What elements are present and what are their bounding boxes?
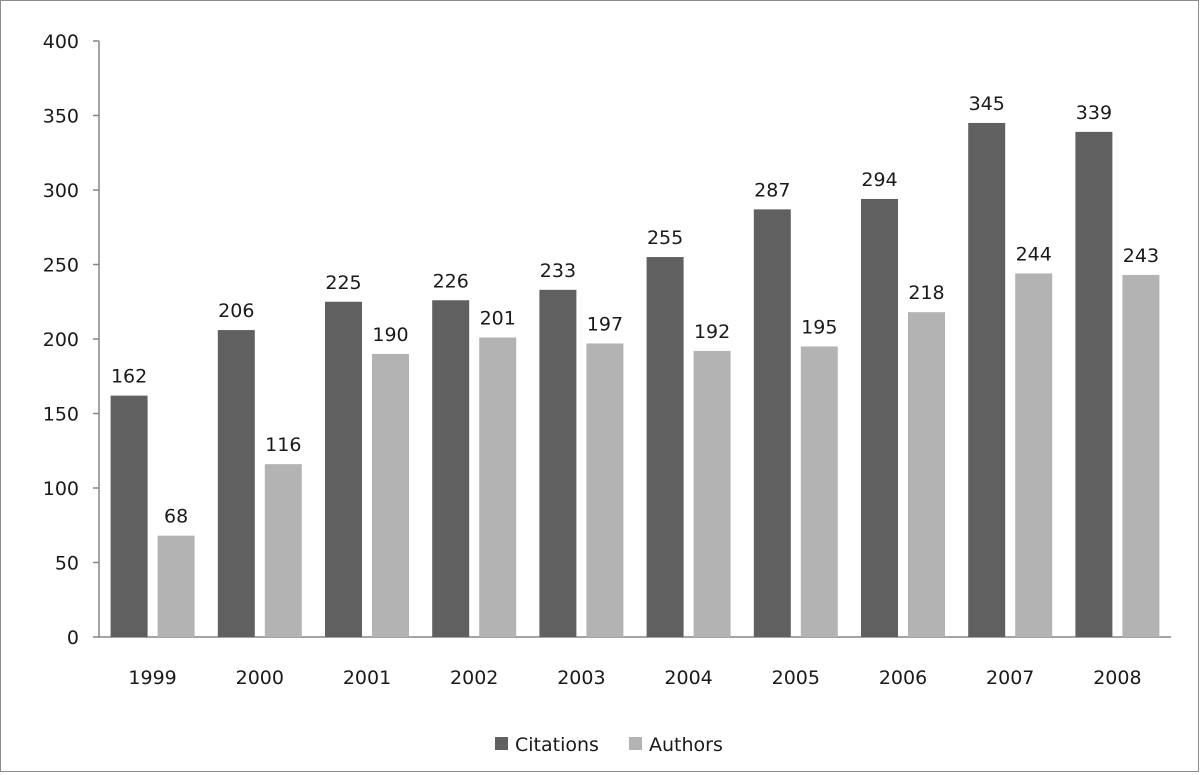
legend-swatch-authors xyxy=(629,737,642,750)
x-tick-label: 2001 xyxy=(343,667,391,689)
bar-authors xyxy=(479,337,517,637)
bar-authors xyxy=(908,312,945,637)
legend-label-authors: Authors xyxy=(649,734,723,756)
bar-citations xyxy=(968,122,1006,637)
legend-swatch-citations xyxy=(495,737,508,750)
x-tick-label: 2003 xyxy=(557,667,605,689)
x-tick-label: 2008 xyxy=(1093,667,1141,689)
y-tick-label: 200 xyxy=(43,329,79,351)
data-label-citations: 206 xyxy=(218,300,254,322)
data-label-authors: 243 xyxy=(1123,245,1159,267)
y-tick-label: 300 xyxy=(43,180,79,202)
x-tick-label: 2007 xyxy=(986,667,1034,689)
y-axis-ticks: 0 50 100 150 200 250 300 350 400 xyxy=(43,31,99,649)
data-label-authors: 116 xyxy=(265,434,301,456)
data-label-authors: 195 xyxy=(801,316,837,338)
bar-authors xyxy=(1015,273,1053,637)
x-tick-label: 2005 xyxy=(772,667,820,689)
data-label-authors: 201 xyxy=(480,308,516,330)
bar-citations xyxy=(432,300,470,637)
data-label-authors: 244 xyxy=(1016,243,1052,265)
bar-authors xyxy=(693,350,731,637)
x-tick-label: 2004 xyxy=(664,667,712,689)
bar-authors xyxy=(372,353,409,637)
data-label-citations: 225 xyxy=(325,272,361,294)
bar-authors xyxy=(264,464,302,637)
x-tick-label: 2002 xyxy=(450,667,498,689)
data-labels-group: 162 68 206 116 225 190 226 201 233 197 255 192 287 19… xyxy=(111,93,1159,528)
data-label-citations: 345 xyxy=(969,93,1005,115)
y-tick-label: 0 xyxy=(67,627,79,649)
bar-citations xyxy=(217,330,255,637)
bar-citations xyxy=(646,257,684,637)
bar-authors xyxy=(800,346,838,637)
bar-citations xyxy=(539,289,577,637)
y-tick-label: 250 xyxy=(43,255,79,277)
y-tick-label: 350 xyxy=(43,106,79,128)
y-tick-label: 400 xyxy=(43,31,79,53)
data-label-citations: 255 xyxy=(647,227,683,249)
x-axis-ticks: 1999 2000 2001 2002 2003 2004 2005 2006 2007 2008 xyxy=(128,667,1141,689)
y-tick-label: 100 xyxy=(43,478,79,500)
x-tick-label: 2006 xyxy=(879,667,927,689)
data-label-citations: 162 xyxy=(111,366,147,388)
y-tick-label: 50 xyxy=(55,553,79,575)
data-label-citations: 339 xyxy=(1076,102,1112,124)
data-label-citations: 287 xyxy=(754,179,790,201)
data-label-citations: 233 xyxy=(540,260,576,282)
data-label-authors: 192 xyxy=(694,321,730,343)
bar-citations xyxy=(325,301,362,637)
bar-citations xyxy=(753,209,791,637)
data-label-authors: 218 xyxy=(908,282,944,304)
data-label-authors: 197 xyxy=(587,313,623,335)
bar-citations xyxy=(861,198,898,637)
bar-citations xyxy=(110,395,148,637)
data-label-authors: 190 xyxy=(372,324,408,346)
bar-authors xyxy=(1122,274,1160,637)
x-tick-label: 2000 xyxy=(236,667,284,689)
bar-authors xyxy=(586,343,624,637)
bar-authors xyxy=(157,535,195,637)
data-label-citations: 226 xyxy=(433,270,469,292)
bars-group xyxy=(110,122,1160,637)
y-tick-label: 150 xyxy=(43,404,79,426)
legend: Citations Authors xyxy=(495,734,723,756)
legend-label-citations: Citations xyxy=(515,734,599,756)
bar-citations xyxy=(1075,131,1113,637)
data-label-citations: 294 xyxy=(861,169,897,191)
data-label-authors: 68 xyxy=(164,506,188,528)
x-tick-label: 1999 xyxy=(128,667,176,689)
